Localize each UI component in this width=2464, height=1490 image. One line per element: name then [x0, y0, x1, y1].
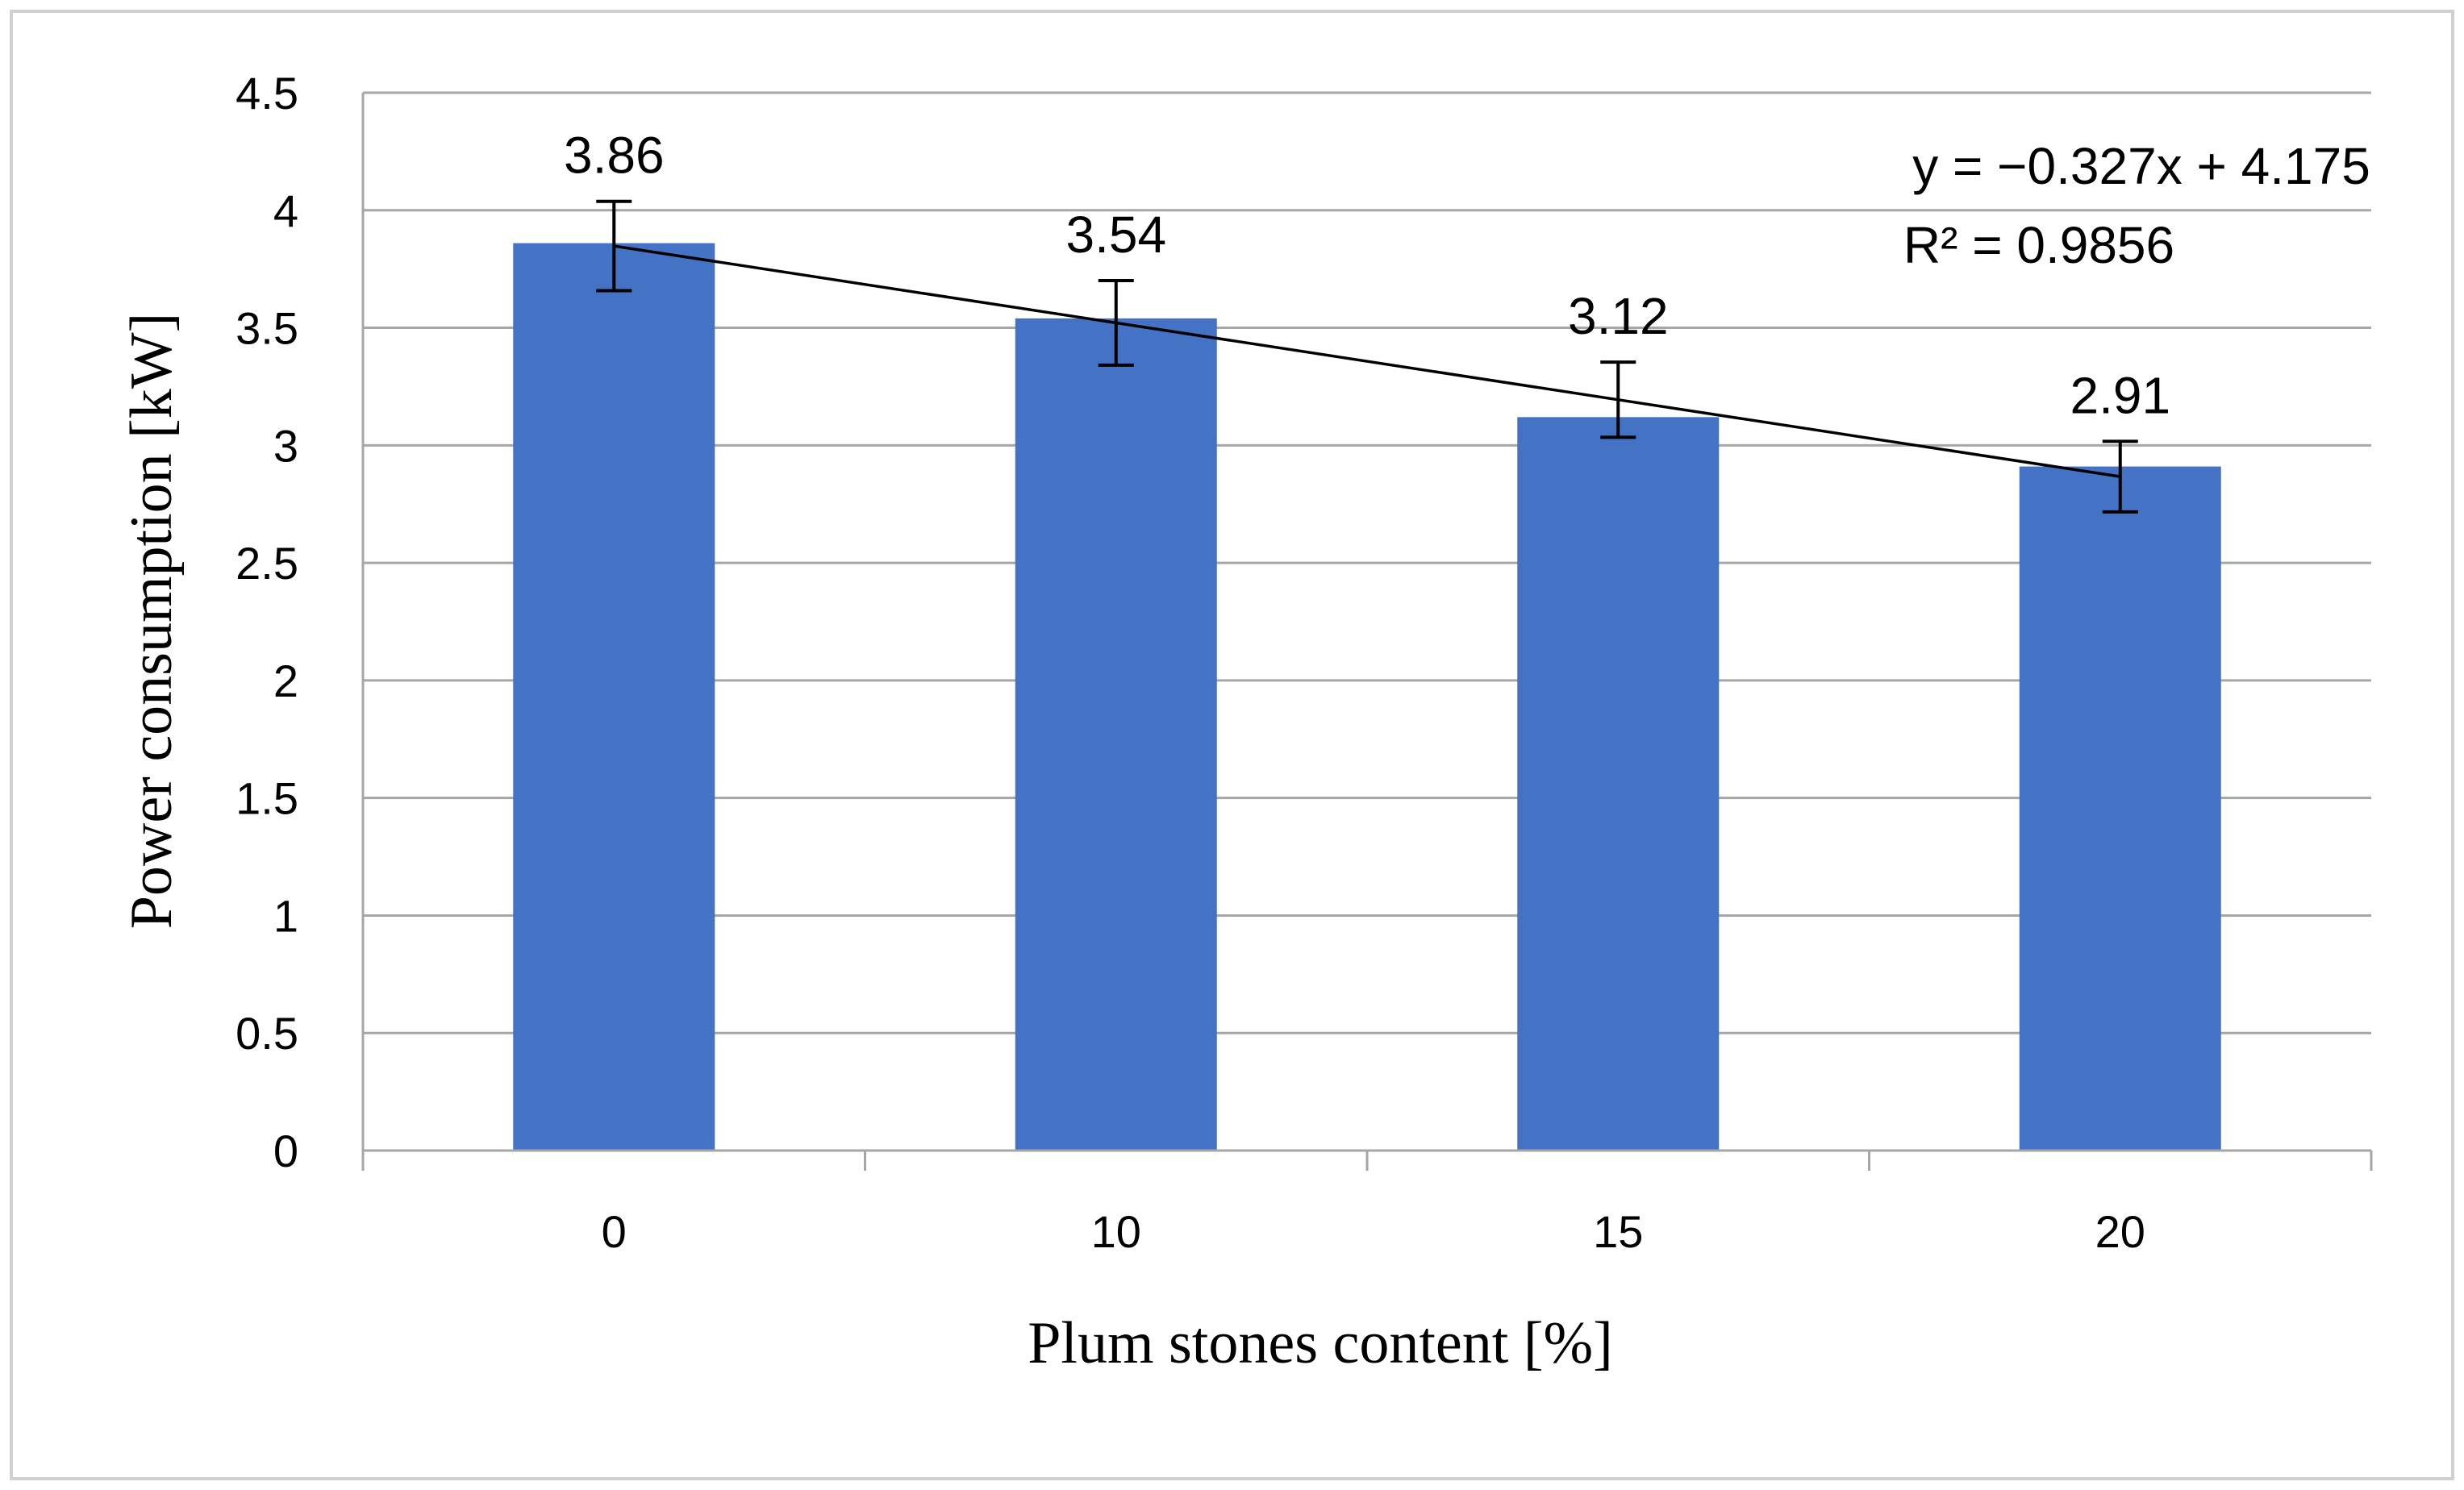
y-axis-title: Power consumption [kW]	[119, 313, 185, 930]
y-tick-label: 1.5	[236, 773, 298, 824]
data-label: 3.54	[1065, 206, 1166, 264]
bar	[1517, 417, 1720, 1151]
bar	[513, 243, 715, 1151]
x-tick-label: 15	[1593, 1206, 1643, 1257]
data-label: 2.91	[2070, 366, 2170, 424]
data-label: 3.12	[1568, 287, 1669, 345]
bar	[2019, 466, 2221, 1151]
axes	[361, 93, 2373, 1171]
y-tick-label: 3.5	[236, 303, 298, 354]
y-tick-label: 4.5	[236, 68, 298, 119]
y-tick-labels: 0 0.5 1 1.5 2 2.5 3 3.5 4 4.5	[236, 68, 298, 1176]
y-tick-label: 1	[273, 890, 298, 941]
x-tick-label: 20	[2095, 1206, 2145, 1257]
trendline-r-squared: R² = 0.9856	[1903, 216, 2174, 274]
x-axis-title: Plum stones content [%]	[1028, 1310, 1613, 1376]
y-tick-label: 0	[273, 1126, 298, 1176]
trendline-group	[613, 244, 2121, 478]
y-tick-label: 2.5	[236, 538, 298, 589]
data-label: 3.86	[564, 127, 665, 185]
x-tick-labels: 0 10 15 20	[602, 1206, 2145, 1257]
y-tick-label: 2	[273, 656, 298, 706]
trendline	[613, 244, 2121, 478]
bars	[513, 243, 2221, 1151]
y-tick-label: 0.5	[236, 1008, 298, 1059]
x-tick-label: 0	[602, 1206, 627, 1257]
x-tick-label: 10	[1091, 1206, 1141, 1257]
data-labels: 3.86 3.54 3.12 2.91	[564, 127, 2170, 425]
y-tick-label: 3	[273, 420, 298, 471]
y-tick-label: 4	[273, 185, 298, 236]
trendline-equation: y = −0.327x + 4.175	[1912, 137, 2370, 195]
bar	[1015, 318, 1217, 1151]
